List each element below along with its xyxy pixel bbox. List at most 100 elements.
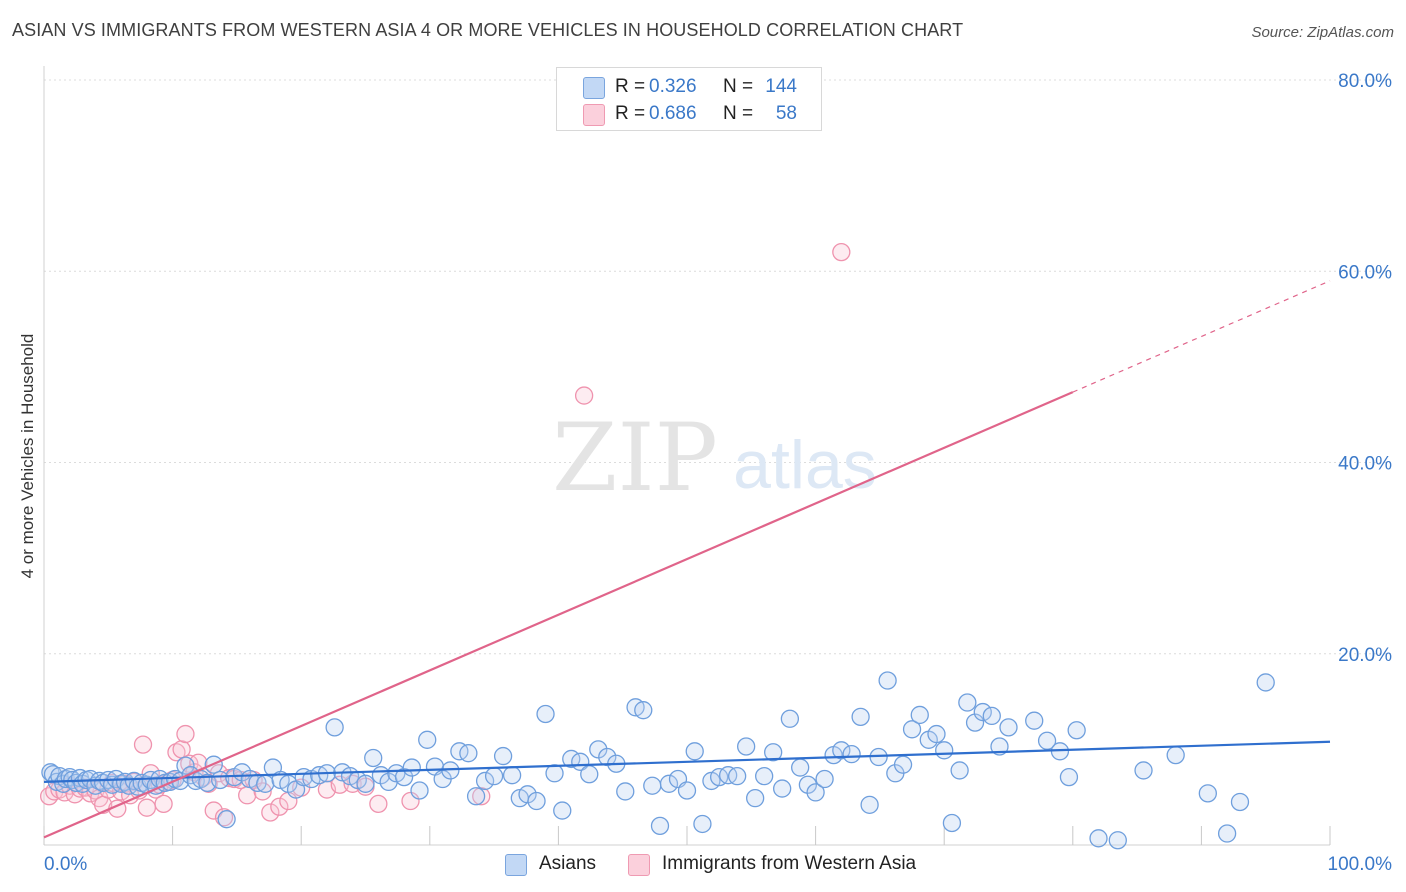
point-asian: [755, 767, 774, 786]
point-asian: [764, 743, 783, 762]
stats-row-asians: R = 0.326 N = 144: [557, 74, 821, 100]
point-asian: [1037, 731, 1057, 750]
point-asian: [791, 758, 810, 777]
point-asian: [410, 781, 429, 800]
point-asian: [832, 741, 851, 760]
point-asian: [780, 709, 800, 728]
point-asian: [677, 781, 697, 800]
point-asian: [364, 748, 383, 768]
point-asian: [737, 737, 756, 756]
gridlines: [44, 79, 1392, 655]
point-asian: [999, 718, 1018, 737]
point-asian: [394, 767, 414, 787]
point-asian: [806, 783, 825, 802]
trend-line-asians: [43, 740, 1331, 783]
point-western-asia: [574, 386, 594, 405]
point-asian: [256, 774, 275, 793]
point-asian: [616, 782, 635, 801]
point-asian: [893, 755, 913, 774]
n-value: 58: [775, 103, 797, 124]
point-asian: [950, 761, 969, 780]
tick-labels: 20.0% 40.0% 60.0% 80.0% 0.0% 100.0%: [44, 71, 1392, 875]
n-value: 144: [765, 76, 797, 97]
y-tick-label: 20.0%: [1338, 645, 1392, 666]
point-asian: [484, 767, 504, 786]
axes: [43, 66, 1331, 846]
point-asian: [942, 813, 962, 833]
stats-row-western-asia: R = 0.686 N = 58: [557, 101, 821, 127]
point-asian: [450, 742, 469, 761]
point-asian: [466, 787, 486, 806]
point-asian: [1217, 824, 1237, 843]
point-asian: [527, 791, 546, 811]
point-asian: [728, 767, 747, 786]
series-immigrants-western-asia: [39, 242, 851, 827]
point-asian: [1256, 673, 1275, 692]
point-asian: [1067, 721, 1086, 740]
trend-line-western-asia-extension: [1072, 280, 1331, 393]
point-asian: [902, 720, 922, 739]
n-label: N =: [723, 76, 754, 97]
point-western-asia: [204, 801, 223, 820]
chart-title: ASIAN VS IMMIGRANTS FROM WESTERN ASIA 4 …: [12, 20, 964, 40]
source-label: Source: ZipAtlas.com: [1251, 24, 1394, 41]
r-label: R =: [615, 76, 646, 97]
legend-label: Immigrants from Western Asia: [662, 853, 917, 874]
point-asian: [659, 774, 679, 793]
watermark: ZIP atlas: [552, 404, 877, 513]
point-asian: [685, 742, 704, 761]
point-asian: [598, 747, 617, 767]
y-tick-label: 40.0%: [1338, 454, 1392, 475]
point-asian: [217, 810, 236, 829]
point-western-asia: [261, 803, 280, 822]
point-western-asia: [270, 797, 289, 816]
point-asian: [927, 724, 946, 744]
point-asian: [325, 718, 344, 737]
point-asian: [553, 801, 572, 820]
point-asian: [402, 758, 421, 777]
asians-swatch: [505, 854, 527, 876]
point-asian: [176, 756, 195, 775]
point-western-asia: [214, 808, 234, 827]
n-label: N =: [723, 103, 754, 124]
point-western-asia: [167, 743, 186, 762]
point-asian: [878, 671, 897, 690]
point-asian: [958, 693, 977, 712]
point-asian: [798, 775, 818, 794]
point-asian: [842, 745, 861, 764]
point-western-asia: [832, 242, 851, 262]
point-asian: [545, 764, 564, 783]
point-asian: [815, 769, 834, 789]
y-tick-label: 80.0%: [1338, 71, 1392, 92]
point-asian: [643, 776, 662, 795]
point-asian: [710, 767, 729, 787]
point-asian: [356, 774, 375, 793]
watermark-zip: ZIP: [552, 404, 718, 513]
point-asian: [518, 785, 537, 804]
point-asian: [1198, 784, 1217, 803]
point-asian: [1059, 767, 1079, 787]
x-tick-label: 0.0%: [44, 854, 87, 875]
point-western-asia: [133, 735, 153, 754]
point-western-asia: [137, 798, 157, 817]
trend-lines: [43, 280, 1331, 839]
series-asians: [41, 671, 1275, 850]
point-asian: [746, 788, 765, 808]
point-western-asia: [369, 794, 388, 814]
legend-label: Asians: [539, 853, 597, 874]
x-tick-label: 100.0%: [1328, 854, 1393, 875]
asians-swatch: [583, 77, 605, 99]
point-asian: [1230, 792, 1250, 812]
watermark-atlas: atlas: [733, 427, 877, 503]
stats-legend: R = 0.326 N = 144 R = 0.686 N = 58: [556, 67, 822, 131]
point-asian: [693, 814, 712, 834]
point-asian: [650, 816, 670, 836]
point-asian: [536, 704, 555, 724]
point-asian: [1025, 711, 1044, 730]
point-asian: [1134, 761, 1153, 780]
western-asia-swatch: [583, 104, 605, 126]
point-asian: [459, 744, 478, 763]
point-asian: [493, 746, 513, 766]
series-legend: Asians Immigrants from Western Asia: [0, 852, 1406, 878]
